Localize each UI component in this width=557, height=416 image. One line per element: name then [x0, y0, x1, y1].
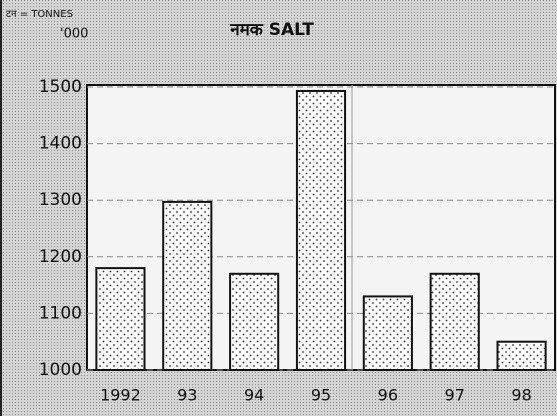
bar [295, 89, 347, 371]
x-tick-label: 98 [511, 386, 531, 405]
y-tick-label: 1500 [39, 77, 82, 97]
x-tick-label: 1992 [100, 386, 141, 405]
bar [362, 295, 413, 372]
y-tick-label: 1400 [39, 134, 82, 154]
bar [229, 272, 280, 371]
bar [496, 340, 547, 372]
y-tick-label: 1100 [39, 303, 82, 323]
bar [429, 272, 480, 371]
unit-label: टन = TONNES [6, 9, 73, 20]
x-tick-label: 93 [177, 386, 197, 405]
x-tick-label: 96 [378, 386, 398, 405]
x-tick-label: 97 [445, 386, 465, 405]
y-tick-label: 1300 [39, 190, 82, 210]
chart-title: नमक SALT [229, 20, 314, 40]
bar [162, 200, 213, 371]
scale-label: '000 [60, 27, 88, 42]
bar [95, 267, 146, 371]
x-tick-label: 94 [244, 386, 264, 405]
y-tick-label: 1000 [39, 360, 82, 380]
x-tick-label: 95 [311, 386, 331, 405]
y-tick-label: 1200 [39, 247, 82, 267]
